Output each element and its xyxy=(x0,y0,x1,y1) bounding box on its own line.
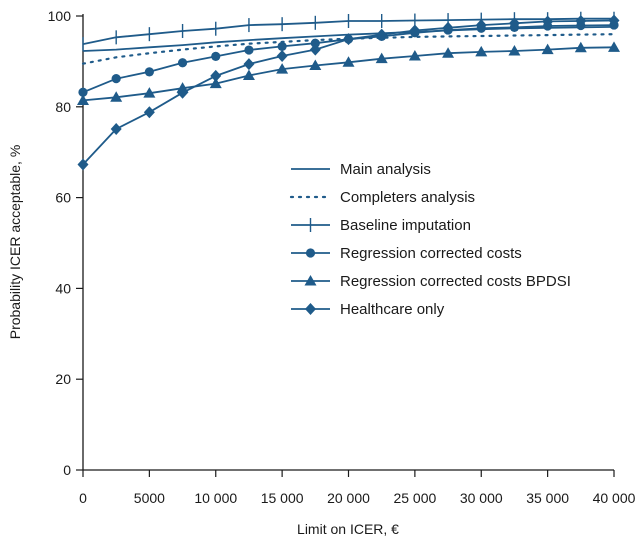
data-point xyxy=(475,45,488,57)
x-tick-label: 0 xyxy=(79,490,87,506)
y-tick-label: 0 xyxy=(63,462,71,478)
legend-marker xyxy=(305,303,316,315)
legend-item: Regression corrected costs xyxy=(291,245,522,262)
x-tick-label: 30 000 xyxy=(460,490,503,506)
data-point xyxy=(77,94,89,105)
series-3 xyxy=(82,11,615,52)
data-point xyxy=(542,15,554,28)
legend-item: Baseline imputation xyxy=(291,217,471,234)
data-point xyxy=(110,91,123,102)
data-point xyxy=(243,58,255,71)
data-point xyxy=(608,41,620,52)
x-tick-label: 5000 xyxy=(134,490,165,506)
legend-label: Regression corrected costs xyxy=(340,245,522,262)
data-point xyxy=(342,56,355,67)
data-point xyxy=(475,19,487,32)
legend-label: Regression corrected costs BPDSI xyxy=(340,273,571,290)
data-point xyxy=(408,49,421,61)
data-point xyxy=(110,123,122,136)
legend-label: Completers analysis xyxy=(340,189,475,206)
y-tick-label: 80 xyxy=(55,99,71,115)
data-point xyxy=(541,43,554,55)
series-layer xyxy=(77,11,620,171)
series-line xyxy=(82,46,615,102)
data-point xyxy=(77,158,89,171)
x-tick-label: 25 000 xyxy=(393,490,436,506)
y-tick-label: 40 xyxy=(55,280,71,296)
x-tick-label: 20 000 xyxy=(327,490,370,506)
legend-item: Regression corrected costs BPDSI xyxy=(291,273,571,290)
legend-item: Healthcare only xyxy=(291,301,445,318)
data-point xyxy=(376,28,388,41)
y-tick-label: 20 xyxy=(55,371,71,387)
data-point xyxy=(574,41,587,53)
data-point xyxy=(177,58,188,68)
data-point xyxy=(143,106,155,119)
legend-marker xyxy=(305,248,316,258)
legend-item: Completers analysis xyxy=(289,189,475,206)
data-point xyxy=(144,67,154,77)
legend-marker xyxy=(304,275,317,286)
data-point xyxy=(343,33,354,46)
data-point xyxy=(209,77,222,89)
y-ticks: 0 20 40 60 80 100 xyxy=(48,8,83,478)
data-point xyxy=(210,69,222,82)
legend-item: Main analysis xyxy=(291,161,431,178)
y-axis-title: Probability ICER acceptable, % xyxy=(7,145,23,340)
data-point xyxy=(508,17,520,30)
data-point xyxy=(309,43,321,56)
data-point xyxy=(143,87,156,98)
data-point xyxy=(442,21,454,34)
data-point xyxy=(276,49,288,62)
data-point xyxy=(111,74,121,84)
data-point xyxy=(309,59,322,70)
series-5 xyxy=(77,41,620,105)
legend-label: Main analysis xyxy=(340,161,431,178)
data-point xyxy=(277,41,287,52)
data-point xyxy=(310,38,320,48)
legend: Main analysis Completers analysis Baseline… xyxy=(289,161,571,318)
series-6 xyxy=(77,14,620,171)
axes xyxy=(82,14,614,471)
legend-label: Baseline imputation xyxy=(340,217,471,234)
data-point xyxy=(508,44,521,56)
data-point xyxy=(177,86,189,99)
x-axis-title: Limit on ICER, € xyxy=(297,521,399,537)
x-tick-label: 35 000 xyxy=(526,490,569,506)
data-point xyxy=(375,52,388,64)
data-point xyxy=(575,14,587,27)
x-ticks: 0 5000 10 000 15 000 20 000 25 000 30 000 35 00… xyxy=(79,470,636,506)
data-point xyxy=(242,69,255,80)
data-point xyxy=(244,45,254,55)
legend-label: Healthcare only xyxy=(340,301,445,318)
data-point xyxy=(211,51,221,62)
x-tick-label: 15 000 xyxy=(261,490,304,506)
data-point xyxy=(409,24,421,37)
x-tick-label: 40 000 xyxy=(593,490,636,506)
data-point xyxy=(276,63,289,74)
data-point xyxy=(608,14,620,27)
y-tick-label: 60 xyxy=(55,190,71,206)
data-point xyxy=(78,87,88,97)
x-tick-label: 10 000 xyxy=(194,490,237,506)
y-tick-label: 100 xyxy=(48,8,72,24)
data-point xyxy=(442,47,455,58)
